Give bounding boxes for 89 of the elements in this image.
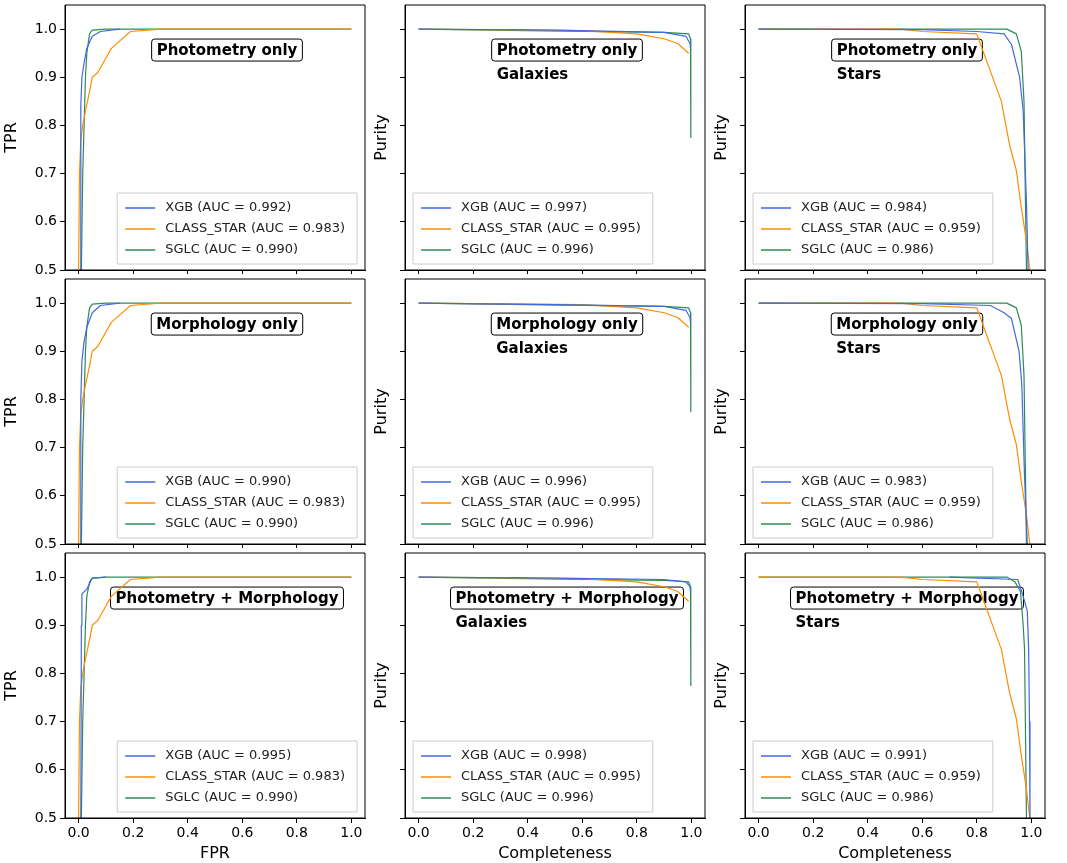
- y-tick-label: 1.0: [34, 19, 57, 36]
- y-tick-label: 1.0: [34, 567, 57, 584]
- legend-label: SGLC (AUC = 0.996): [461, 515, 594, 531]
- x-tick-label: 0.0: [747, 823, 770, 840]
- y-axis-title: TPR: [0, 670, 20, 702]
- y-tick-label: 0.9: [34, 67, 57, 84]
- x-tick-label: 1.0: [1020, 823, 1043, 840]
- x-tick-label: 0.2: [122, 823, 145, 840]
- y-tick-label: 0.5: [34, 260, 57, 277]
- y-axis-title: Purity: [370, 662, 390, 709]
- legend-label: CLASS_STAR (AUC = 0.995): [461, 768, 641, 784]
- legend-label: XGB (AUC = 0.997): [461, 199, 588, 215]
- legend-label: XGB (AUC = 0.990): [165, 473, 292, 489]
- annotation: Photometry only: [496, 40, 638, 59]
- legend-label: XGB (AUC = 0.996): [461, 473, 588, 489]
- legend-label: CLASS_STAR (AUC = 0.959): [801, 494, 981, 510]
- y-axis-title: Purity: [370, 388, 390, 435]
- annotation: Photometry + Morphology: [455, 588, 679, 607]
- y-tick-label: 1.0: [34, 293, 57, 310]
- annotation: Morphology only: [836, 314, 978, 333]
- x-tick-label: 0.2: [462, 823, 485, 840]
- legend-label: XGB (AUC = 0.992): [165, 199, 292, 215]
- annotation: Galaxies: [496, 338, 568, 357]
- legend-label: CLASS_STAR (AUC = 0.959): [801, 768, 981, 784]
- x-tick-label: 0.8: [285, 823, 308, 840]
- y-tick-label: 0.5: [34, 534, 57, 551]
- legend-label: CLASS_STAR (AUC = 0.983): [165, 494, 346, 510]
- y-axis-title: Purity: [710, 388, 730, 435]
- x-axis-title: Completeness: [498, 842, 612, 862]
- x-tick-label: 0.6: [911, 823, 934, 840]
- y-tick-label: 0.8: [34, 390, 57, 407]
- y-tick-label: 0.6: [34, 486, 58, 503]
- annotation: Stars: [836, 64, 882, 83]
- legend-label: CLASS_STAR (AUC = 0.983): [165, 768, 346, 784]
- y-tick-label: 0.7: [34, 438, 57, 455]
- x-tick-label: 1.0: [680, 823, 703, 840]
- annotation: Photometry + Morphology: [115, 588, 339, 607]
- y-tick-label: 0.5: [34, 808, 57, 825]
- y-axis-title: Purity: [710, 662, 730, 709]
- legend-label: SGLC (AUC = 0.990): [165, 789, 299, 805]
- legend-label: CLASS_STAR (AUC = 0.995): [461, 494, 641, 510]
- y-tick-label: 0.6: [34, 212, 58, 229]
- y-tick-label: 0.7: [34, 164, 57, 181]
- x-axis-title: FPR: [200, 842, 230, 862]
- y-axis-title: Purity: [370, 114, 390, 161]
- x-tick-label: 0.6: [231, 823, 254, 840]
- annotation: Galaxies: [455, 612, 528, 631]
- legend-label: SGLC (AUC = 0.996): [461, 241, 594, 257]
- y-axis-title: Purity: [710, 114, 730, 161]
- legend-label: SGLC (AUC = 0.990): [165, 515, 299, 531]
- annotation: Galaxies: [496, 64, 569, 83]
- y-tick-label: 0.9: [34, 615, 57, 632]
- legend-label: XGB (AUC = 0.983): [801, 473, 928, 489]
- x-axis-title: Completeness: [838, 842, 952, 862]
- legend-label: SGLC (AUC = 0.986): [801, 241, 934, 257]
- x-tick-label: 1.0: [340, 823, 363, 840]
- legend-label: SGLC (AUC = 0.986): [801, 515, 934, 531]
- y-axis-title: TPR: [0, 396, 20, 428]
- y-tick-label: 0.8: [34, 664, 57, 681]
- y-tick-label: 0.8: [34, 116, 57, 133]
- y-tick-label: 0.9: [34, 341, 57, 358]
- annotation: Photometry only: [156, 40, 298, 59]
- legend-label: XGB (AUC = 0.998): [461, 747, 588, 763]
- y-axis-title: TPR: [0, 122, 20, 154]
- x-tick-label: 0.4: [176, 823, 199, 840]
- x-tick-label: 0.0: [67, 823, 90, 840]
- annotation: Morphology only: [156, 314, 298, 333]
- x-tick-label: 0.8: [625, 823, 648, 840]
- y-tick-label: 0.7: [34, 712, 57, 729]
- legend-label: SGLC (AUC = 0.986): [801, 789, 934, 805]
- legend-label: XGB (AUC = 0.995): [165, 747, 292, 763]
- legend-label: XGB (AUC = 0.984): [801, 199, 928, 215]
- annotation: Stars: [836, 338, 881, 357]
- legend-label: SGLC (AUC = 0.990): [165, 241, 299, 257]
- annotation: Stars: [795, 612, 841, 631]
- annotation: Photometry only: [836, 40, 978, 59]
- x-tick-label: 0.6: [571, 823, 594, 840]
- legend-label: CLASS_STAR (AUC = 0.983): [165, 220, 346, 236]
- y-tick-label: 0.6: [34, 760, 58, 777]
- annotation: Morphology only: [496, 314, 638, 333]
- x-tick-label: 0.2: [802, 823, 825, 840]
- x-tick-label: 0.4: [516, 823, 539, 840]
- x-tick-label: 0.8: [965, 823, 988, 840]
- x-tick-label: 0.4: [856, 823, 879, 840]
- legend-label: XGB (AUC = 0.991): [801, 747, 928, 763]
- x-tick-label: 0.0: [407, 823, 430, 840]
- legend-label: CLASS_STAR (AUC = 0.959): [801, 220, 981, 236]
- legend-label: SGLC (AUC = 0.996): [461, 789, 594, 805]
- legend-label: CLASS_STAR (AUC = 0.995): [461, 220, 641, 236]
